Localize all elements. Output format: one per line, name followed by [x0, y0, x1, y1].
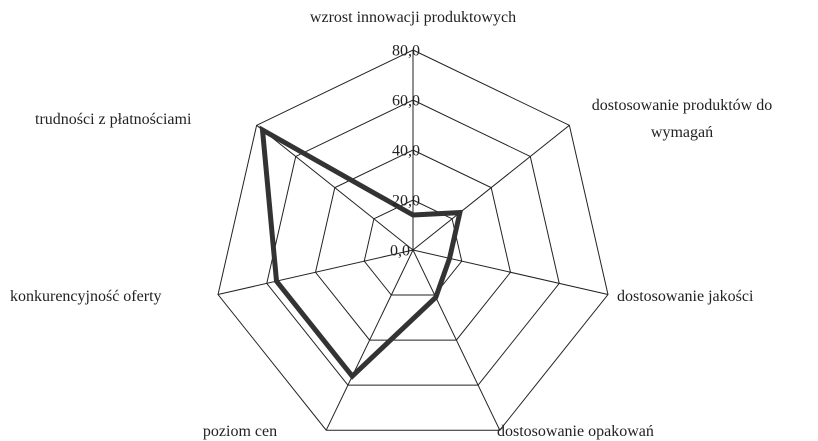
category-label: poziom cen [202, 423, 278, 440]
spoke [325, 249, 414, 431]
r-tick-label: 20,0 [392, 193, 420, 210]
category-label: konkurencyjność oferty [10, 288, 162, 305]
grid-ring [363, 199, 463, 296]
category-label: wzrost innowacji produktowych [309, 9, 517, 26]
r-tick-label: 40,0 [392, 143, 420, 160]
r-tick-label: 0,0 [390, 243, 410, 260]
spoke [217, 249, 414, 295]
category-label: trudności z płatnościami [35, 111, 192, 128]
category-label: dostosowanie opakowań [497, 423, 654, 440]
grid-ring [314, 149, 512, 341]
spoke [412, 249, 609, 295]
data-line [259, 125, 464, 380]
grid-ring [266, 99, 560, 386]
spoke [256, 124, 414, 251]
r-tick-label: 60,0 [392, 93, 420, 110]
category-label: dostosowanie produktów do wymagań [591, 97, 773, 141]
grid-ring [217, 49, 609, 431]
category-label: dostosowanie jakości [617, 288, 754, 305]
spoke [412, 124, 570, 251]
r-tick-label: 80,0 [392, 43, 420, 60]
spoke [412, 249, 501, 431]
